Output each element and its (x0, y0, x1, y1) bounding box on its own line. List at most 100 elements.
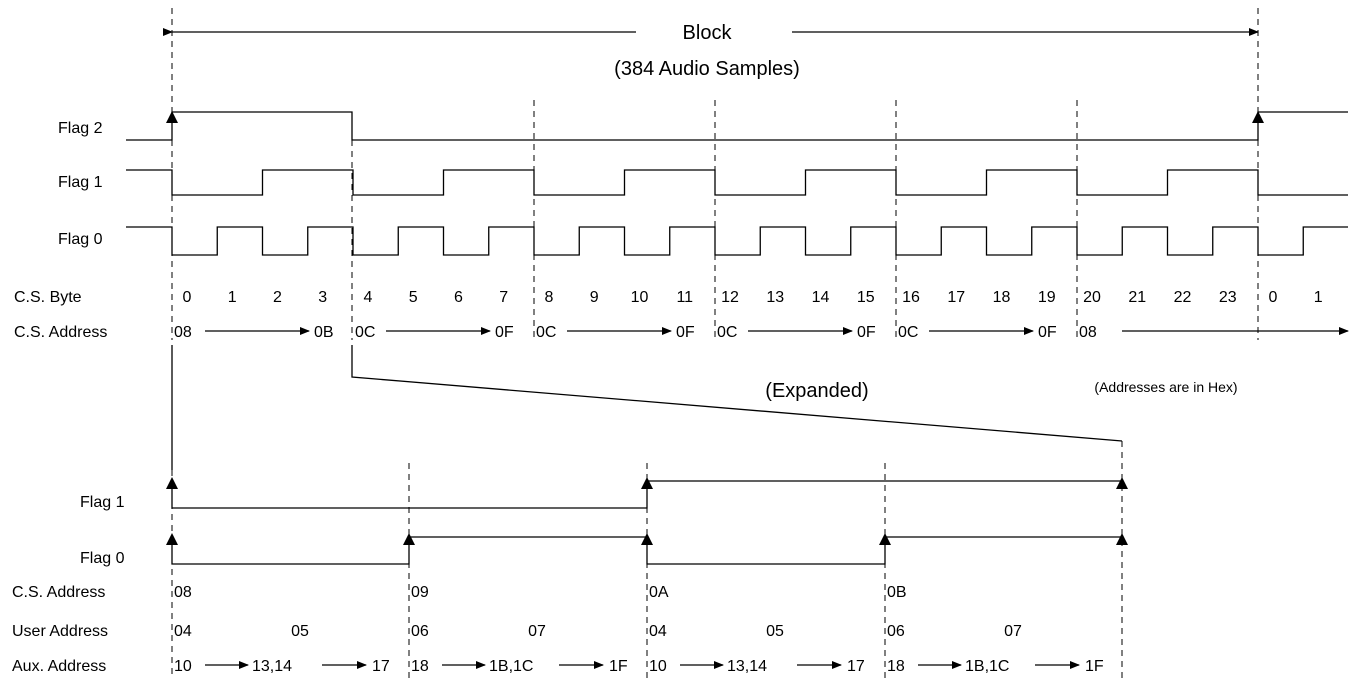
cs-byte-value: 3 (318, 289, 327, 306)
user-address-start: 06 (411, 623, 429, 640)
cs-address-end: 0F (857, 324, 876, 341)
cs-byte-value: 12 (721, 289, 739, 306)
block-title: Block (683, 22, 733, 44)
cs-byte-value: 14 (812, 289, 830, 306)
flag0-label: Flag 0 (58, 231, 103, 248)
user-address-label: User Address (12, 623, 108, 640)
flag2-edge-markers (166, 111, 1264, 123)
edge-arrow (1116, 533, 1128, 545)
bottom-cs-address-value: 0A (649, 584, 669, 601)
aux-address-start: 18 (887, 658, 905, 675)
cs-address-start: 0C (536, 324, 556, 341)
bottom-flag0-waveform (171, 536, 1123, 565)
cs-byte-value: 5 (409, 289, 418, 306)
aux-address-mid: 1B,1C (965, 658, 1009, 675)
cs-address-end: 0B (314, 324, 334, 341)
cs-address-row: 08 0B 0C 0F 0C 0F 0C 0F 0C 0F 08 (174, 324, 1349, 341)
cs-byte-value: 4 (364, 289, 373, 306)
cs-byte-value: 21 (1128, 289, 1146, 306)
cs-address-start: 0C (355, 324, 375, 341)
edge-arrow (403, 533, 415, 545)
bottom-cs-address-value: 08 (174, 584, 192, 601)
hex-note: (Addresses are in Hex) (1094, 379, 1237, 395)
edge-arrow (1116, 477, 1128, 489)
cs-byte-value: 9 (590, 289, 599, 306)
bottom-flag1-label: Flag 1 (80, 494, 125, 511)
cs-byte-value: 7 (499, 289, 508, 306)
cs-byte-value: 11 (676, 289, 693, 306)
bottom-cs-address-label: C.S. Address (12, 584, 105, 601)
aux-address-mid: 13,14 (252, 658, 292, 675)
cs-byte-value: 0 (1269, 289, 1278, 306)
aux-address-mid: 1B,1C (489, 658, 533, 675)
cs-byte-value: 1 (1314, 289, 1323, 306)
flag1-waveform (126, 169, 1348, 196)
edge-arrow (879, 533, 891, 545)
user-address-start: 06 (887, 623, 905, 640)
edge-arrow (641, 533, 653, 545)
cs-byte-value: 15 (857, 289, 875, 306)
block-span: Block (384 Audio Samples) (163, 22, 1259, 80)
aux-address-start: 10 (649, 658, 667, 675)
edge-arrow (166, 111, 178, 123)
cs-byte-value: 1 (228, 289, 237, 306)
bottom-edge-markers (166, 477, 1128, 545)
cs-address-start: 0C (717, 324, 737, 341)
user-address-start: 04 (174, 623, 192, 640)
user-address-mid: 07 (1004, 623, 1022, 640)
cs-byte-value: 19 (1038, 289, 1056, 306)
cs-address-end: 0F (1038, 324, 1057, 341)
expanded-guides (171, 345, 1123, 470)
cs-byte-value: 22 (1174, 289, 1192, 306)
cs-address-end: 0F (676, 324, 695, 341)
cs-byte-value: 10 (631, 289, 649, 306)
bottom-flag0-label: Flag 0 (80, 550, 125, 567)
flag1-label: Flag 1 (58, 174, 103, 191)
cs-byte-value: 13 (766, 289, 784, 306)
aux-address-start: 10 (174, 658, 192, 675)
cs-address-start: 08 (174, 324, 192, 341)
aux-address-end: 17 (847, 658, 865, 675)
bottom-cs-address-value: 09 (411, 584, 429, 601)
aux-address-end: 1F (1085, 658, 1104, 675)
cs-address-start: 08 (1079, 324, 1097, 341)
edge-arrow (1252, 111, 1264, 123)
user-address-mid: 05 (291, 623, 309, 640)
cs-byte-value: 16 (902, 289, 920, 306)
aux-address-mid: 13,14 (727, 658, 767, 675)
cs-byte-value: 2 (273, 289, 282, 306)
expanded-guide-right (351, 345, 1123, 442)
edge-arrow (166, 533, 178, 545)
cs-address-end: 0F (495, 324, 514, 341)
aux-address-end: 1F (609, 658, 628, 675)
bottom-cs-address-value: 0B (887, 584, 907, 601)
aux-address-end: 17 (372, 658, 390, 675)
cs-byte-value: 23 (1219, 289, 1237, 306)
flag2-label: Flag 2 (58, 120, 103, 137)
cs-byte-value: 6 (454, 289, 463, 306)
aux-address-row: 10 13,14 17 18 1B,1C 1F 10 13,14 17 18 1B,1C 1F (174, 658, 1104, 675)
expanded-label: (Expanded) (765, 380, 868, 402)
aux-address-label: Aux. Address (12, 658, 106, 675)
edge-arrow (166, 477, 178, 489)
user-address-mid: 05 (766, 623, 784, 640)
cs-byte-value: 0 (183, 289, 192, 306)
user-address-start: 04 (649, 623, 667, 640)
user-address-mid: 07 (528, 623, 546, 640)
cs-byte-value: 17 (947, 289, 965, 306)
edge-arrow (641, 477, 653, 489)
cs-byte-value: 18 (993, 289, 1011, 306)
aux-address-start: 18 (411, 658, 429, 675)
block-subtitle: (384 Audio Samples) (614, 58, 800, 80)
cs-byte-value: 20 (1083, 289, 1101, 306)
flag2-waveform (126, 111, 1348, 141)
cs-byte-row: 0 1 2 3 4 5 6 7 8 9 10 11 12 13 14 15 16 17 18 19 20 21 22 23 0 1 (183, 289, 1323, 306)
user-address-row: 04 05 06 07 04 05 06 07 (174, 623, 1022, 640)
cs-byte-value: 8 (545, 289, 554, 306)
cs-address-start: 0C (898, 324, 918, 341)
cs-byte-label: C.S. Byte (14, 289, 82, 306)
bottom-cs-address-row: 08 09 0A 0B (174, 584, 907, 601)
flag0-waveform (126, 226, 1348, 256)
cs-address-label: C.S. Address (14, 324, 107, 341)
